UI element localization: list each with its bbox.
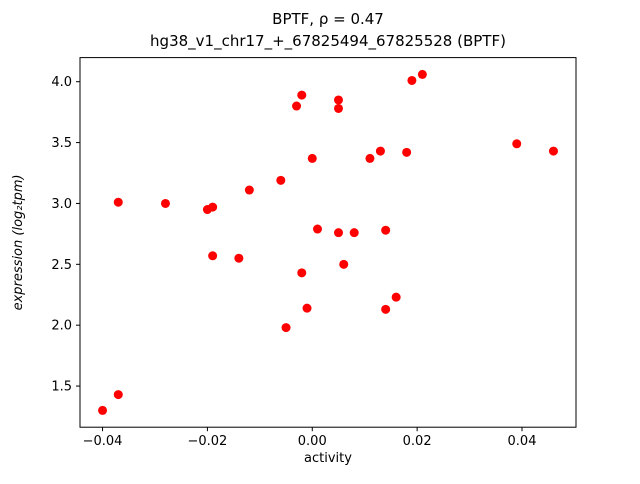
data-point (234, 253, 244, 263)
data-point (297, 90, 307, 100)
data-point (407, 75, 417, 85)
data-point (113, 390, 123, 400)
y-tick-label: 2.5 (51, 258, 72, 273)
y-tick-label: 3.0 (51, 197, 72, 212)
data-point (281, 323, 291, 333)
x-tick-label: −0.02 (187, 434, 227, 449)
data-point (333, 228, 343, 238)
data-point (208, 251, 218, 261)
data-point (333, 95, 343, 105)
x-tick-label: 0.04 (508, 434, 537, 449)
y-axis-label: expression (log₂tpm) (11, 174, 26, 310)
data-point (339, 259, 349, 269)
x-tick-label: −0.04 (83, 434, 123, 449)
data-point (313, 224, 323, 234)
y-tick-label: 2.0 (51, 319, 72, 334)
x-axis-label: activity (304, 451, 352, 466)
data-point (365, 153, 375, 163)
data-point (402, 147, 412, 157)
data-point (160, 198, 170, 208)
data-point (244, 185, 254, 195)
data-point (375, 146, 385, 156)
data-point (276, 175, 286, 185)
data-point (297, 268, 307, 278)
data-point (512, 139, 522, 149)
chart-title-line2: hg38_v1_chr17_+_67825494_67825528 (BPTF) (150, 32, 506, 51)
y-tick-label: 4.0 (51, 75, 72, 90)
chart-title-line1: BPTF, ρ = 0.47 (272, 10, 384, 28)
data-point (381, 304, 391, 314)
data-point (381, 225, 391, 235)
y-tick-label: 1.5 (51, 380, 72, 395)
data-point (292, 101, 302, 111)
axes-frame (79, 57, 577, 428)
data-point (302, 303, 312, 313)
data-point (417, 69, 427, 79)
data-point (333, 103, 343, 113)
x-tick-label: 0.02 (403, 434, 432, 449)
data-point (548, 146, 558, 156)
x-tick-label: 0.00 (298, 434, 327, 449)
data-point (113, 197, 123, 207)
y-tick-label: 3.5 (51, 136, 72, 151)
points-layer (98, 69, 558, 415)
data-point (391, 292, 401, 302)
data-point (349, 228, 359, 238)
data-point (98, 405, 108, 415)
data-point (208, 202, 218, 212)
ticks-layer: −0.04 −0.02 0.00 0.02 0.04 1.5 2.0 2.5 3.0 3.5 4.0 (51, 75, 536, 449)
data-point (307, 153, 317, 163)
